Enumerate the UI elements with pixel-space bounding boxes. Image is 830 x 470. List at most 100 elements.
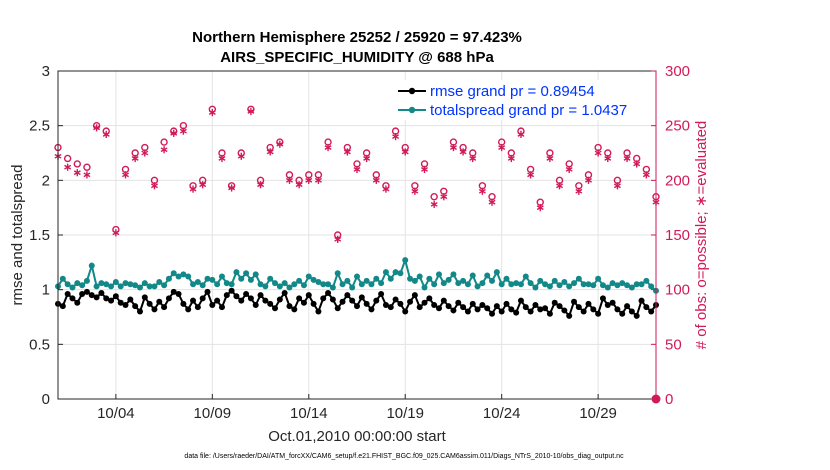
obs-evaluated-point	[208, 108, 216, 117]
rmse-point	[590, 306, 597, 313]
legend-rmse-label: rmse grand pr = 0.89454	[430, 83, 595, 100]
obs-evaluated-point	[517, 130, 525, 139]
obs-evaluated-point	[160, 146, 168, 154]
totalspread-point	[378, 280, 385, 287]
totalspread-point	[170, 270, 177, 277]
totalspread-point	[64, 281, 71, 288]
rmse-point	[464, 308, 471, 315]
totalspread-point	[305, 273, 312, 280]
rmse-point	[551, 299, 558, 306]
totalspread-point	[407, 275, 414, 282]
rmse-point	[243, 291, 250, 298]
legend-box	[396, 80, 653, 120]
totalspread-point	[489, 277, 496, 284]
totalspread-point	[127, 281, 134, 288]
obs-evaluated-point	[170, 129, 178, 137]
totalspread-point	[508, 281, 515, 288]
obs-evaluated-point	[324, 143, 332, 152]
y-tick-label: 0.5	[29, 336, 50, 353]
totalspread-point	[402, 257, 409, 264]
obs-possible-point	[63, 154, 72, 163]
obs-possible-point	[73, 160, 81, 168]
obs-evaluated-point	[633, 160, 641, 168]
totalspread-point	[223, 280, 230, 287]
totalspread-point	[517, 281, 524, 288]
rmse-point	[204, 288, 211, 295]
totalspread-point	[450, 271, 457, 278]
y-tick-label: 2.5	[29, 118, 50, 135]
totalspread-point	[247, 276, 254, 283]
rmse-point	[489, 310, 496, 317]
totalspread-point	[546, 283, 553, 290]
series-totalspread	[55, 256, 659, 294]
totalspread-point	[537, 277, 544, 284]
rmse-point	[79, 291, 86, 298]
totalspread-point	[484, 272, 491, 279]
rmse-point	[599, 295, 606, 302]
rmse-point	[416, 304, 423, 311]
totalspread-point	[397, 270, 404, 277]
totalspread-point	[262, 283, 269, 290]
totalspread-point	[638, 281, 645, 288]
rmse-point	[643, 304, 650, 311]
totalspread-point	[464, 281, 471, 288]
obs-evaluated-point	[430, 200, 438, 208]
y-tick-label: 0	[42, 391, 50, 408]
rmse-point	[132, 303, 139, 310]
totalspread-point	[585, 281, 592, 288]
totalspread-point	[180, 271, 187, 278]
obs-evaluated-point	[228, 184, 236, 192]
totalspread-point	[296, 277, 303, 284]
totalspread-point	[609, 280, 616, 287]
totalspread-point	[435, 271, 442, 278]
totalspread-point	[344, 277, 351, 284]
rmse-point	[527, 308, 534, 315]
totalspread-point	[161, 282, 168, 289]
y-right-tick-label: 0	[665, 391, 673, 408]
totalspread-point	[556, 282, 563, 289]
rmse-point	[382, 301, 389, 308]
obs-evaluated-point	[623, 154, 631, 163]
rmse-point	[339, 298, 346, 305]
totalspread-point	[59, 275, 66, 282]
rmse-point	[542, 305, 549, 312]
rmse-point	[638, 297, 645, 304]
totalspread-point	[599, 282, 606, 289]
rmse-point	[146, 300, 153, 307]
totalspread-point	[426, 275, 433, 282]
totalspread-point	[218, 273, 225, 280]
rmse-point	[218, 304, 225, 311]
rmse-point	[556, 303, 563, 310]
obs-evaluated-point	[392, 133, 400, 141]
rmse-point	[300, 299, 307, 306]
rmse-point	[455, 299, 462, 306]
obs-evaluated-point	[93, 124, 101, 132]
rmse-point	[170, 288, 177, 295]
totalspread-point	[132, 282, 139, 289]
totalspread-point	[233, 269, 240, 276]
rmse-point	[633, 312, 640, 319]
chart-title-line2: AIRS_SPECIFIC_HUMIDITY @ 688 hPa	[220, 49, 494, 66]
x-tick-label: 10/24	[483, 405, 521, 422]
rmse-point	[228, 287, 235, 294]
obs-evaluated-point	[199, 181, 207, 189]
rmse-point	[624, 303, 631, 310]
totalspread-point	[590, 282, 597, 289]
obs-evaluated-point	[247, 107, 255, 116]
y-right-tick-label: 50	[665, 336, 682, 353]
rmse-point	[387, 304, 394, 311]
rmse-point	[247, 295, 254, 302]
rmse-point	[435, 305, 442, 312]
obs-evaluated-point	[594, 149, 602, 157]
obs-evaluated-point	[401, 148, 409, 156]
totalspread-point	[112, 279, 119, 286]
rmse-point	[595, 310, 602, 317]
rmse-point	[498, 308, 505, 315]
rmse-point	[614, 306, 621, 313]
rmse-point	[503, 300, 510, 307]
obs-evaluated-point	[276, 140, 284, 148]
totalspread-point	[358, 281, 365, 288]
totalspread-point	[440, 280, 447, 287]
rmse-point	[257, 292, 264, 299]
